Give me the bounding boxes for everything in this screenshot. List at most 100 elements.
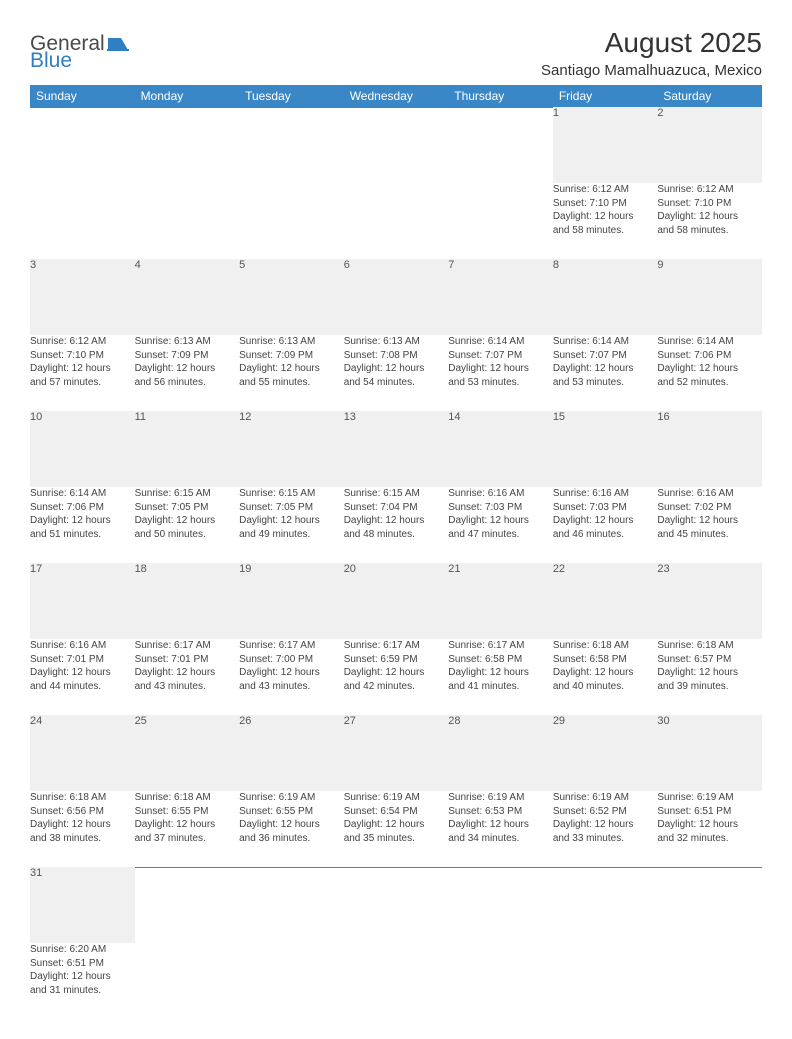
day-number-cell: 10 [30, 411, 135, 487]
daylight-line2: and 54 minutes. [344, 376, 449, 390]
day-content-cell: Sunrise: 6:15 AMSunset: 7:05 PMDaylight:… [239, 487, 344, 563]
sunrise: Sunrise: 6:18 AM [30, 791, 135, 805]
daylight-line2: and 31 minutes. [30, 984, 135, 998]
daylight-line1: Daylight: 12 hours [657, 362, 762, 376]
day-content-cell [239, 183, 344, 259]
daylight-line1: Daylight: 12 hours [135, 666, 240, 680]
sunrise: Sunrise: 6:13 AM [239, 335, 344, 349]
day-content-cell: Sunrise: 6:14 AMSunset: 7:07 PMDaylight:… [448, 335, 553, 411]
sunrise: Sunrise: 6:19 AM [553, 791, 658, 805]
daylight-line2: and 53 minutes. [553, 376, 658, 390]
calendar-table: SundayMondayTuesdayWednesdayThursdayFrid… [30, 85, 762, 1020]
daylight-line1: Daylight: 12 hours [239, 514, 344, 528]
sunset: Sunset: 7:06 PM [657, 349, 762, 363]
daylight-line2: and 53 minutes. [448, 376, 553, 390]
day-content-cell [30, 183, 135, 259]
daylight-line1: Daylight: 12 hours [30, 818, 135, 832]
sunset: Sunset: 6:51 PM [30, 957, 135, 971]
day-number-cell: 6 [344, 259, 449, 335]
day-number-cell: 16 [657, 411, 762, 487]
day-content-cell: Sunrise: 6:19 AMSunset: 6:53 PMDaylight:… [448, 791, 553, 867]
daylight-line1: Daylight: 12 hours [657, 210, 762, 224]
day-number-cell [30, 107, 135, 183]
daylight-line2: and 58 minutes. [657, 224, 762, 238]
daylight-line1: Daylight: 12 hours [553, 666, 658, 680]
day-number-cell: 7 [448, 259, 553, 335]
sunrise: Sunrise: 6:19 AM [448, 791, 553, 805]
day-number-cell: 4 [135, 259, 240, 335]
day-content-cell [239, 943, 344, 1019]
day-content-cell: Sunrise: 6:12 AMSunset: 7:10 PMDaylight:… [553, 183, 658, 259]
daylight-line2: and 32 minutes. [657, 832, 762, 846]
sunrise: Sunrise: 6:16 AM [448, 487, 553, 501]
day-number-cell: 9 [657, 259, 762, 335]
daylight-line1: Daylight: 12 hours [553, 818, 658, 832]
sunrise: Sunrise: 6:12 AM [30, 335, 135, 349]
day-content-cell: Sunrise: 6:13 AMSunset: 7:09 PMDaylight:… [239, 335, 344, 411]
daylight-line2: and 45 minutes. [657, 528, 762, 542]
day-content-cell [657, 943, 762, 1019]
day-number-cell: 26 [239, 715, 344, 791]
day-number-cell: 21 [448, 563, 553, 639]
day-number-cell [344, 867, 449, 943]
day-content-cell [135, 183, 240, 259]
day-content-cell: Sunrise: 6:16 AMSunset: 7:03 PMDaylight:… [553, 487, 658, 563]
header: General August 2025 Santiago Mamalhuazuc… [30, 28, 762, 79]
sunrise: Sunrise: 6:17 AM [239, 639, 344, 653]
day-content-cell: Sunrise: 6:20 AMSunset: 6:51 PMDaylight:… [30, 943, 135, 1019]
daylight-line1: Daylight: 12 hours [30, 666, 135, 680]
day-content-cell: Sunrise: 6:14 AMSunset: 7:06 PMDaylight:… [657, 335, 762, 411]
day-content-cell: Sunrise: 6:18 AMSunset: 6:57 PMDaylight:… [657, 639, 762, 715]
day-header: Wednesday [344, 85, 449, 108]
day-number-cell [553, 867, 658, 943]
day-number-cell [135, 107, 240, 183]
day-number-cell: 19 [239, 563, 344, 639]
day-number-cell: 13 [344, 411, 449, 487]
day-number-cell [344, 107, 449, 183]
sunset: Sunset: 6:52 PM [553, 805, 658, 819]
day-number-cell [239, 107, 344, 183]
day-number-cell: 5 [239, 259, 344, 335]
daylight-line1: Daylight: 12 hours [135, 818, 240, 832]
day-content-cell: Sunrise: 6:16 AMSunset: 7:03 PMDaylight:… [448, 487, 553, 563]
sunset: Sunset: 7:05 PM [239, 501, 344, 515]
sunrise: Sunrise: 6:16 AM [30, 639, 135, 653]
sunrise: Sunrise: 6:19 AM [344, 791, 449, 805]
day-number-cell [448, 107, 553, 183]
sunrise: Sunrise: 6:18 AM [657, 639, 762, 653]
sunrise: Sunrise: 6:15 AM [135, 487, 240, 501]
day-number-cell: 29 [553, 715, 658, 791]
sunrise: Sunrise: 6:19 AM [657, 791, 762, 805]
daylight-line2: and 58 minutes. [553, 224, 658, 238]
sunset: Sunset: 7:08 PM [344, 349, 449, 363]
sunset: Sunset: 7:10 PM [657, 197, 762, 211]
day-content-cell: Sunrise: 6:17 AMSunset: 6:58 PMDaylight:… [448, 639, 553, 715]
day-content-cell: Sunrise: 6:14 AMSunset: 7:07 PMDaylight:… [553, 335, 658, 411]
daylight-line1: Daylight: 12 hours [344, 818, 449, 832]
day-content-cell: Sunrise: 6:13 AMSunset: 7:08 PMDaylight:… [344, 335, 449, 411]
day-content-cell: Sunrise: 6:16 AMSunset: 7:01 PMDaylight:… [30, 639, 135, 715]
daylight-line2: and 33 minutes. [553, 832, 658, 846]
daylight-line1: Daylight: 12 hours [239, 362, 344, 376]
daylight-line2: and 34 minutes. [448, 832, 553, 846]
day-content-cell: Sunrise: 6:19 AMSunset: 6:54 PMDaylight:… [344, 791, 449, 867]
daylight-line1: Daylight: 12 hours [344, 514, 449, 528]
day-number-cell: 23 [657, 563, 762, 639]
day-number-cell: 22 [553, 563, 658, 639]
daylight-line1: Daylight: 12 hours [657, 818, 762, 832]
day-content-cell: Sunrise: 6:17 AMSunset: 6:59 PMDaylight:… [344, 639, 449, 715]
sunset: Sunset: 6:57 PM [657, 653, 762, 667]
title-block: August 2025 Santiago Mamalhuazuca, Mexic… [541, 28, 762, 79]
day-content-cell: Sunrise: 6:12 AMSunset: 7:10 PMDaylight:… [30, 335, 135, 411]
location: Santiago Mamalhuazuca, Mexico [541, 62, 762, 79]
sunrise: Sunrise: 6:17 AM [344, 639, 449, 653]
sunset: Sunset: 6:54 PM [344, 805, 449, 819]
day-number-cell: 14 [448, 411, 553, 487]
sunrise: Sunrise: 6:16 AM [657, 487, 762, 501]
daylight-line1: Daylight: 12 hours [344, 362, 449, 376]
daylight-line2: and 51 minutes. [30, 528, 135, 542]
day-number-cell: 3 [30, 259, 135, 335]
sunset: Sunset: 6:58 PM [553, 653, 658, 667]
day-number-cell: 12 [239, 411, 344, 487]
day-content-cell: Sunrise: 6:18 AMSunset: 6:58 PMDaylight:… [553, 639, 658, 715]
